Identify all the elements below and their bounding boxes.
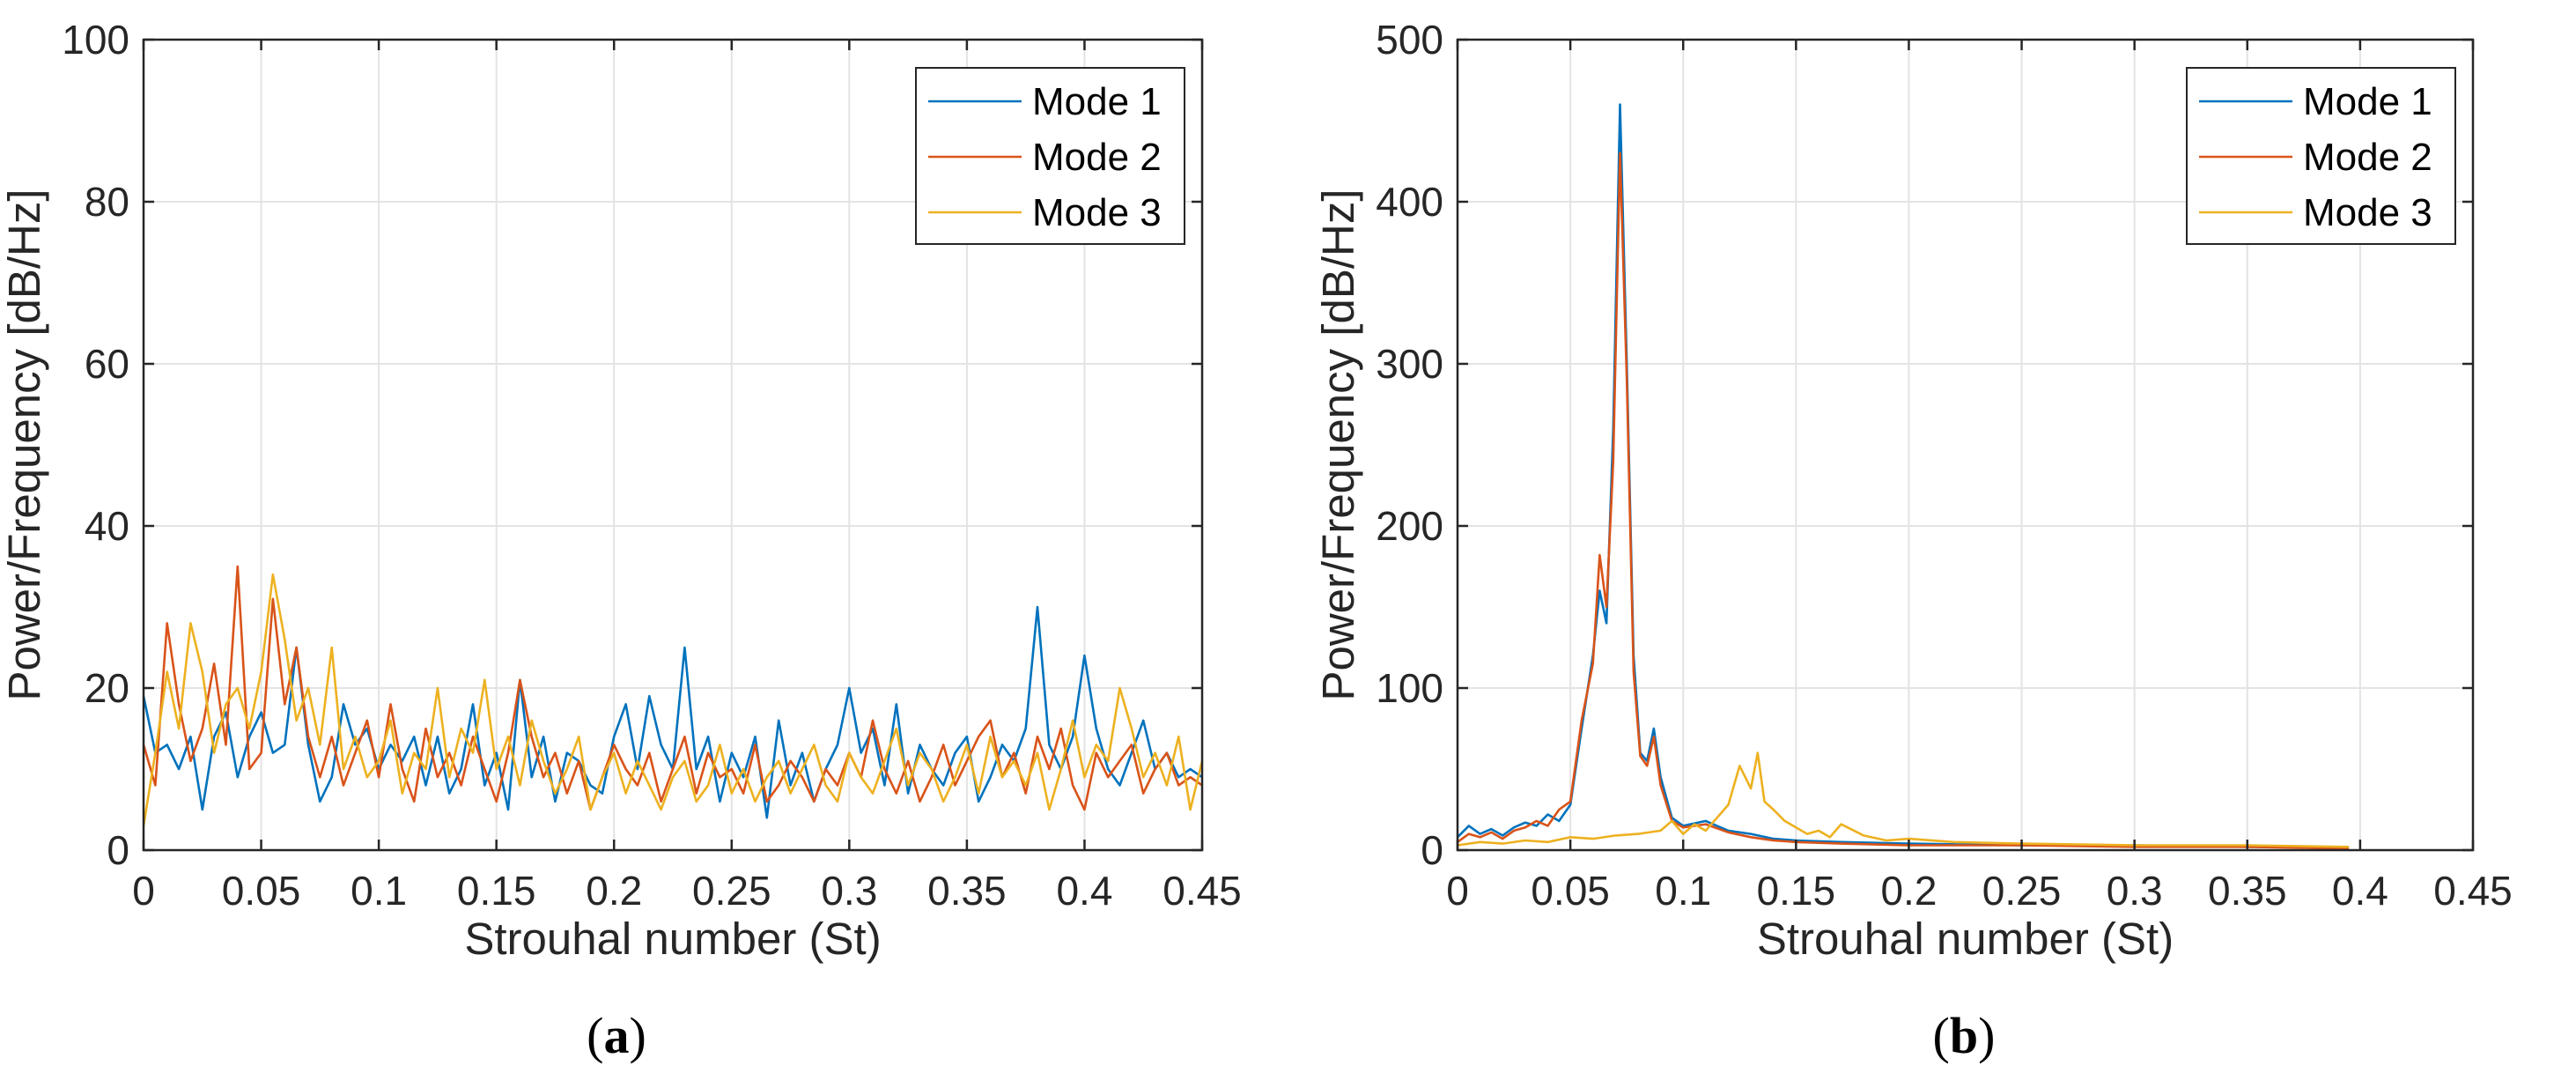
- y-tick-label: 60: [85, 341, 129, 387]
- x-tick-label: 0.45: [2433, 868, 2513, 914]
- y-axis-label: Power/Frequency [dB/Hz]: [1313, 189, 1363, 700]
- legend: Mode 1 Mode 2 Mode 3: [2186, 67, 2456, 245]
- legend-label-mode-2: Mode 2: [2303, 136, 2432, 179]
- x-tick-label: 0.1: [351, 868, 407, 914]
- legend-label-mode-3: Mode 3: [2303, 191, 2432, 234]
- axes-frame: [142, 38, 1204, 852]
- legend: Mode 1 Mode 2 Mode 3: [915, 67, 1185, 245]
- x-tick-label: 0.3: [821, 868, 877, 914]
- x-tick-label: 0.25: [1982, 868, 2062, 914]
- y-tick-label: 400: [1376, 179, 1443, 225]
- x-axis-label: Strouhal number (St): [1757, 914, 2174, 964]
- y-tick-label: 40: [85, 503, 129, 549]
- x-tick-label: 0.05: [222, 868, 301, 914]
- y-tick-label: 0: [1421, 827, 1443, 873]
- legend-label-mode-3: Mode 3: [1032, 191, 1162, 234]
- x-tick-label: 0.4: [1056, 868, 1112, 914]
- x-tick-label: 0.2: [586, 868, 642, 914]
- legend-label-mode-1: Mode 1: [2303, 80, 2432, 123]
- x-tick-label: 0.3: [2107, 868, 2163, 914]
- panel-b: 0 0.05 0.1 0.15 0.2 0.25 0.3 0.35 0.4 0.45 0 100 200…: [1313, 17, 2513, 1064]
- x-tick-label: 0: [132, 868, 155, 914]
- x-tick-label: 0.35: [2208, 868, 2287, 914]
- x-tick-label: 0.35: [927, 868, 1007, 914]
- x-tick-label: 0.2: [1880, 868, 1937, 914]
- x-tick-label: 0.25: [692, 868, 771, 914]
- panel-caption-letter: a: [604, 1007, 630, 1064]
- series-line-mode-3: [1457, 751, 2350, 848]
- y-tick-label: 100: [1376, 665, 1443, 711]
- y-tick-label: 200: [1376, 503, 1443, 549]
- x-tick-label: 0.05: [1531, 868, 1610, 914]
- y-tick-label: 20: [85, 665, 129, 711]
- x-tick-label: 0.45: [1163, 868, 1242, 914]
- axes-frame: [1456, 38, 2475, 852]
- panel-a: 0 0.05 0.1 0.15 0.2 0.25 0.3 0.35 0.4 0.45 0 20 40 60…: [0, 17, 1242, 1064]
- series-line-mode-2: [142, 565, 1203, 811]
- panel-caption: (b): [1933, 1007, 1996, 1064]
- x-tick-label: 0.4: [2332, 868, 2388, 914]
- x-tick-label: 0.1: [1655, 868, 1711, 914]
- panel-caption: (a): [587, 1007, 646, 1064]
- y-tick-label: 100: [62, 17, 129, 63]
- y-tick-label: 80: [85, 179, 129, 225]
- y-tick-label: 0: [107, 827, 129, 873]
- panel-caption-letter: b: [1950, 1007, 1978, 1064]
- y-axis-label: Power/Frequency [dB/Hz]: [0, 189, 49, 700]
- series-line-mode-3: [142, 573, 1204, 826]
- legend-label-mode-1: Mode 1: [1032, 80, 1162, 123]
- x-tick-label: 0.15: [457, 868, 536, 914]
- series-line-mode-2: [1457, 152, 2350, 850]
- x-tick-label: 0: [1446, 868, 1469, 914]
- x-tick-label: 0.15: [1757, 868, 1836, 914]
- y-tick-label: 500: [1376, 17, 1443, 63]
- y-tick-label: 300: [1376, 341, 1443, 387]
- legend-label-mode-2: Mode 2: [1032, 136, 1162, 179]
- x-axis-label: Strouhal number (St): [464, 914, 881, 964]
